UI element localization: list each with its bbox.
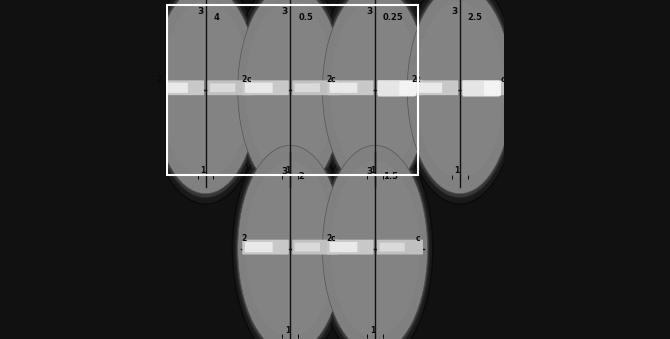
FancyBboxPatch shape xyxy=(243,240,289,255)
Text: 2: 2 xyxy=(241,234,247,243)
Ellipse shape xyxy=(402,0,517,204)
Ellipse shape xyxy=(232,135,348,339)
FancyBboxPatch shape xyxy=(245,242,273,252)
Text: 3: 3 xyxy=(452,7,458,17)
Text: 0.25: 0.25 xyxy=(383,13,403,22)
Text: 0.5: 0.5 xyxy=(298,13,313,22)
FancyBboxPatch shape xyxy=(292,80,338,95)
Text: 1.5: 1.5 xyxy=(383,172,398,181)
FancyBboxPatch shape xyxy=(330,83,357,93)
FancyBboxPatch shape xyxy=(295,83,320,92)
Text: c: c xyxy=(331,75,336,84)
Ellipse shape xyxy=(320,0,429,198)
Ellipse shape xyxy=(320,141,429,339)
FancyBboxPatch shape xyxy=(208,80,253,95)
FancyBboxPatch shape xyxy=(245,83,273,93)
Ellipse shape xyxy=(317,135,433,339)
Ellipse shape xyxy=(161,2,250,178)
FancyBboxPatch shape xyxy=(330,242,357,252)
Text: 3: 3 xyxy=(282,167,288,176)
FancyBboxPatch shape xyxy=(462,80,508,95)
FancyBboxPatch shape xyxy=(157,80,204,95)
Text: c: c xyxy=(416,75,420,84)
FancyBboxPatch shape xyxy=(399,81,416,96)
Ellipse shape xyxy=(322,0,427,194)
Ellipse shape xyxy=(330,161,419,337)
FancyBboxPatch shape xyxy=(210,83,235,92)
Text: c: c xyxy=(500,75,505,84)
Ellipse shape xyxy=(415,2,505,178)
Ellipse shape xyxy=(238,145,343,339)
Ellipse shape xyxy=(246,161,335,337)
Text: 2: 2 xyxy=(298,172,304,181)
Text: c: c xyxy=(331,234,336,243)
Text: 3: 3 xyxy=(197,7,204,17)
Text: 3: 3 xyxy=(282,7,288,17)
Ellipse shape xyxy=(330,2,419,178)
Text: 1: 1 xyxy=(285,326,290,335)
FancyBboxPatch shape xyxy=(160,83,188,93)
Ellipse shape xyxy=(317,0,433,204)
Ellipse shape xyxy=(236,0,345,198)
FancyBboxPatch shape xyxy=(379,243,405,252)
FancyBboxPatch shape xyxy=(462,80,500,97)
Ellipse shape xyxy=(246,2,335,178)
FancyBboxPatch shape xyxy=(243,80,289,95)
FancyBboxPatch shape xyxy=(412,80,458,95)
FancyBboxPatch shape xyxy=(292,240,338,255)
Text: 1: 1 xyxy=(200,166,206,175)
FancyBboxPatch shape xyxy=(327,80,374,95)
Text: 1: 1 xyxy=(454,166,460,175)
Ellipse shape xyxy=(407,0,513,194)
Text: 2: 2 xyxy=(157,75,162,84)
Text: 2: 2 xyxy=(326,234,332,243)
FancyBboxPatch shape xyxy=(377,240,423,255)
Text: 2: 2 xyxy=(411,75,416,84)
Text: 2: 2 xyxy=(326,75,332,84)
Text: 4: 4 xyxy=(213,13,219,22)
Text: 2.5: 2.5 xyxy=(468,13,482,22)
Text: 1: 1 xyxy=(370,166,375,175)
Ellipse shape xyxy=(236,141,345,339)
Bar xyxy=(168,5,418,175)
Text: 2: 2 xyxy=(241,75,247,84)
Text: c: c xyxy=(416,234,420,243)
Ellipse shape xyxy=(405,0,515,198)
Ellipse shape xyxy=(147,0,263,204)
Ellipse shape xyxy=(238,0,343,194)
FancyBboxPatch shape xyxy=(295,243,320,252)
Text: 1: 1 xyxy=(370,326,375,335)
Ellipse shape xyxy=(232,0,348,204)
Text: 3: 3 xyxy=(366,7,373,17)
FancyBboxPatch shape xyxy=(484,81,501,96)
FancyBboxPatch shape xyxy=(327,240,374,255)
Ellipse shape xyxy=(153,0,258,194)
FancyBboxPatch shape xyxy=(378,80,415,97)
FancyBboxPatch shape xyxy=(377,80,423,95)
Text: c: c xyxy=(247,75,251,84)
Ellipse shape xyxy=(151,0,260,198)
Ellipse shape xyxy=(322,145,427,339)
Text: 1: 1 xyxy=(285,166,290,175)
FancyBboxPatch shape xyxy=(414,83,442,93)
Text: 3: 3 xyxy=(366,167,373,176)
